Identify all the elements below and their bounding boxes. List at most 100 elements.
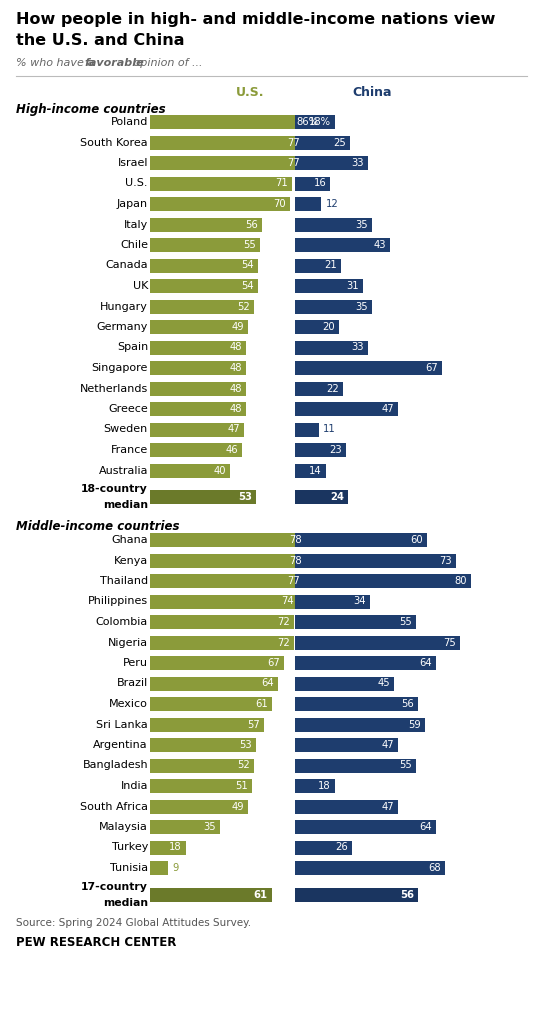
- Bar: [150, 443, 242, 457]
- Bar: [150, 574, 304, 588]
- Text: 54: 54: [242, 281, 254, 291]
- Text: 47: 47: [382, 801, 394, 811]
- Text: 57: 57: [247, 719, 260, 729]
- Text: the U.S. and China: the U.S. and China: [16, 33, 185, 48]
- Text: 48: 48: [230, 343, 242, 353]
- Bar: [150, 218, 262, 231]
- Bar: [295, 320, 339, 333]
- Text: PEW RESEARCH CENTER: PEW RESEARCH CENTER: [16, 935, 176, 948]
- Bar: [295, 135, 350, 149]
- Bar: [150, 779, 252, 793]
- Text: 11: 11: [323, 425, 336, 435]
- Text: 56: 56: [245, 220, 258, 229]
- Bar: [150, 197, 290, 211]
- Text: 59: 59: [408, 719, 421, 729]
- Text: South Africa: South Africa: [80, 801, 148, 811]
- Bar: [295, 361, 443, 375]
- Bar: [150, 717, 264, 731]
- Bar: [150, 676, 278, 691]
- Text: Bangladesh: Bangladesh: [83, 760, 148, 770]
- Bar: [150, 800, 248, 813]
- Text: 48: 48: [230, 384, 242, 394]
- Text: Greece: Greece: [108, 404, 148, 414]
- Text: 26: 26: [336, 843, 348, 852]
- Text: 22: 22: [327, 384, 339, 394]
- Bar: [295, 490, 348, 504]
- Bar: [150, 115, 322, 129]
- Bar: [295, 533, 427, 547]
- Bar: [150, 463, 230, 478]
- Text: U.S.: U.S.: [236, 86, 264, 99]
- Bar: [150, 820, 220, 834]
- Text: 47: 47: [382, 404, 394, 414]
- Text: 56: 56: [400, 890, 414, 899]
- Bar: [295, 635, 460, 650]
- Text: 77: 77: [287, 576, 300, 586]
- Text: 16: 16: [313, 178, 326, 188]
- Bar: [295, 574, 471, 588]
- Text: Middle-income countries: Middle-income countries: [16, 520, 180, 533]
- Text: 31: 31: [346, 281, 359, 291]
- Text: 56: 56: [401, 699, 414, 709]
- Text: U.S.: U.S.: [125, 178, 148, 188]
- Text: Philippines: Philippines: [88, 596, 148, 607]
- Bar: [150, 738, 256, 752]
- Bar: [150, 177, 292, 190]
- Text: Netherlands: Netherlands: [80, 384, 148, 394]
- Text: 53: 53: [238, 492, 252, 502]
- Bar: [150, 841, 186, 854]
- Text: 18: 18: [318, 781, 331, 791]
- Text: 72: 72: [277, 637, 290, 648]
- Text: 77: 77: [287, 158, 300, 168]
- Text: 18-country: 18-country: [81, 484, 148, 494]
- Text: 9: 9: [172, 863, 178, 873]
- Text: How people in high- and middle-income nations view: How people in high- and middle-income na…: [16, 12, 495, 27]
- Text: 49: 49: [231, 801, 244, 811]
- Text: Italy: Italy: [124, 220, 148, 229]
- Text: 67: 67: [267, 658, 280, 668]
- Text: favorable: favorable: [84, 58, 144, 68]
- Bar: [295, 738, 399, 752]
- Bar: [150, 635, 294, 650]
- Bar: [295, 218, 372, 231]
- Bar: [295, 615, 416, 629]
- Bar: [295, 717, 425, 731]
- Bar: [150, 861, 168, 875]
- Text: Japan: Japan: [117, 199, 148, 209]
- Bar: [295, 888, 418, 901]
- Text: % who have a: % who have a: [16, 58, 98, 68]
- Bar: [295, 463, 326, 478]
- Bar: [295, 443, 345, 457]
- Bar: [150, 259, 258, 272]
- Text: 45: 45: [377, 678, 390, 688]
- Text: 33: 33: [351, 343, 364, 353]
- Text: 49: 49: [231, 322, 244, 332]
- Text: 24: 24: [330, 492, 344, 502]
- Bar: [150, 320, 248, 333]
- Text: 55: 55: [243, 240, 256, 250]
- Bar: [295, 341, 368, 355]
- Bar: [295, 115, 334, 129]
- Text: 77: 77: [287, 137, 300, 147]
- Text: Peru: Peru: [123, 658, 148, 668]
- Text: 33: 33: [351, 158, 364, 168]
- Bar: [295, 861, 445, 875]
- Text: opinion of ...: opinion of ...: [130, 58, 203, 68]
- Text: 18%: 18%: [308, 117, 331, 127]
- Text: 75: 75: [443, 637, 456, 648]
- Text: 64: 64: [419, 658, 432, 668]
- Bar: [295, 422, 319, 437]
- Text: 52: 52: [237, 302, 250, 311]
- Bar: [150, 279, 258, 293]
- Bar: [150, 238, 260, 252]
- Text: Colombia: Colombia: [96, 617, 148, 627]
- Bar: [150, 615, 294, 629]
- Text: median: median: [103, 897, 148, 907]
- Text: 14: 14: [309, 465, 322, 476]
- Text: 47: 47: [228, 425, 240, 435]
- Text: 48: 48: [230, 404, 242, 414]
- Bar: [150, 382, 246, 396]
- Text: 21: 21: [325, 261, 337, 270]
- Text: 12: 12: [325, 199, 338, 209]
- Text: 35: 35: [355, 302, 368, 311]
